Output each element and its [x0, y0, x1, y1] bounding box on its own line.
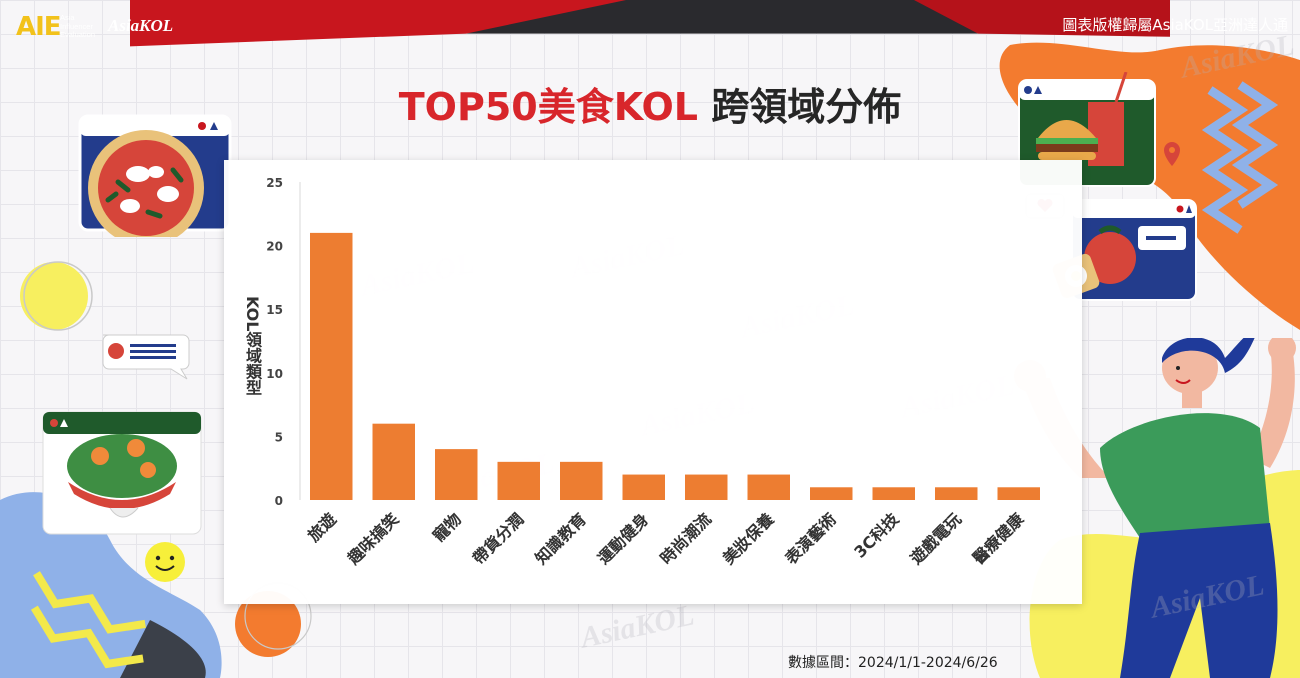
chart-title-highlight: TOP50美食KOL	[398, 85, 698, 129]
x-tick-label: 表演藝術	[781, 509, 840, 568]
y-tick-label: 15	[266, 303, 283, 317]
x-tick-label: 知識教育	[531, 509, 590, 568]
aie-sub-line-1: Asia	[60, 13, 75, 22]
zigzag-shape-right-2	[1231, 81, 1279, 209]
y-tick-label: 5	[275, 430, 283, 444]
x-tick-label: 美妝保養	[719, 509, 778, 568]
chart-panel	[224, 160, 1082, 604]
aie-logo: AIE	[16, 12, 62, 42]
bar	[997, 487, 1040, 500]
bar	[622, 474, 665, 500]
zigzag-shape-left-2	[30, 605, 144, 669]
x-tick-label: 旅遊	[304, 509, 340, 545]
bar	[560, 461, 603, 500]
bar	[747, 474, 790, 500]
pizza-card-image	[78, 114, 232, 237]
x-tick-label: 帶貨分潤	[469, 509, 528, 568]
asiakol-logo: AsiaKOL	[108, 16, 174, 35]
location-pin-icon	[1164, 142, 1180, 166]
salad-card-image	[42, 411, 202, 535]
aie-sub-line-3: Evaluation	[60, 30, 96, 39]
y-tick-label: 25	[266, 176, 283, 190]
x-tick-label: 運動健身	[594, 509, 653, 568]
chart-title: TOP50美食KOL 跨領域分佈	[0, 76, 1300, 131]
copyright-notice: 圖表版權歸屬AsiaKOL亞洲達人通	[1062, 16, 1288, 34]
bar	[310, 232, 353, 500]
x-tick-label: 時尚潮流	[656, 509, 715, 568]
bar	[497, 461, 540, 500]
y-tick-label: 10	[266, 367, 283, 381]
x-tick-label: 寵物	[429, 509, 465, 545]
x-tick-label: 3C科技	[850, 509, 903, 562]
aie-sub-line-2: Influencer	[60, 21, 93, 31]
header-bar	[130, 0, 1170, 47]
orange-circle-shape	[235, 591, 301, 657]
burger-card-image	[1018, 72, 1156, 187]
zigzag-shape-left-1	[33, 571, 146, 634]
bar	[935, 487, 978, 500]
y-tick-label: 20	[266, 240, 283, 254]
zigzag-shape-right-1	[1201, 86, 1249, 234]
x-tick-label: 遊戲電玩	[906, 509, 965, 568]
bar	[810, 487, 853, 500]
woman-illustration	[1014, 338, 1296, 678]
chart-title-rest: 跨領域分佈	[697, 85, 902, 129]
x-tick-label: 醫療健康	[969, 509, 1028, 568]
bar	[872, 487, 915, 500]
bar	[685, 474, 728, 500]
aie-logo-subtitle: Asia Influencer Evaluation	[60, 13, 96, 40]
bar	[372, 423, 415, 500]
y-axis-label: KOL領域類型	[243, 296, 262, 396]
bar	[435, 449, 478, 500]
yellow-circle-shape	[20, 262, 88, 330]
x-tick-label: 趣味搞笑	[343, 509, 402, 568]
data-range-note: 數據區間：2024/1/1-2024/6/26	[788, 655, 998, 671]
smiley-icon	[145, 542, 185, 582]
chat-bubble-icon	[102, 334, 190, 380]
y-tick-label: 0	[275, 494, 283, 508]
